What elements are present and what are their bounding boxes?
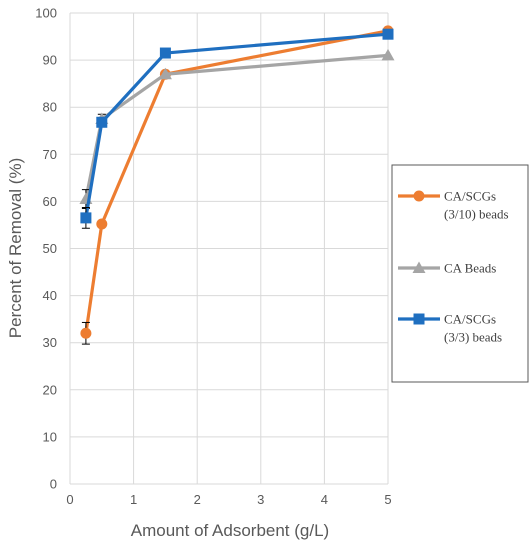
data-point bbox=[80, 327, 92, 339]
x-tick-label: 0 bbox=[66, 492, 73, 507]
grid bbox=[69, 12, 389, 485]
y-tick-label: 100 bbox=[35, 6, 57, 21]
y-tick-label: 40 bbox=[43, 288, 57, 303]
x-tick-label: 3 bbox=[257, 492, 264, 507]
data-point bbox=[381, 48, 395, 61]
series-1 bbox=[80, 25, 394, 345]
legend-label: CA/SCGs bbox=[444, 312, 496, 327]
y-tick-label: 0 bbox=[50, 477, 57, 492]
y-tick-label: 20 bbox=[43, 382, 57, 397]
y-tick-label: 60 bbox=[43, 194, 57, 209]
series-line bbox=[84, 29, 389, 334]
legend-marker bbox=[412, 261, 426, 273]
data-point bbox=[96, 116, 108, 128]
data-point bbox=[382, 28, 394, 40]
legend-label: CA/SCGs bbox=[444, 189, 496, 204]
y-axis-label: Percent of Removal (%) bbox=[6, 158, 25, 338]
y-tick-label: 50 bbox=[43, 241, 57, 256]
y-tick-labels: 0 10 20 30 40 50 60 70 80 90 100 bbox=[35, 6, 57, 492]
x-axis-label: Amount of Adsorbent (g/L) bbox=[131, 521, 329, 540]
series-layer bbox=[79, 25, 395, 345]
series-3 bbox=[80, 28, 394, 229]
y-tick-label: 80 bbox=[43, 100, 57, 115]
y-tick-label: 70 bbox=[43, 147, 57, 162]
series-2 bbox=[79, 48, 395, 209]
series-line bbox=[84, 32, 389, 219]
x-tick-labels: 0 1 2 3 4 5 bbox=[66, 492, 391, 507]
legend-label: (3/10) beads bbox=[444, 207, 509, 222]
series-line bbox=[84, 53, 389, 200]
data-point bbox=[80, 212, 92, 224]
legend-marker bbox=[413, 313, 425, 325]
y-tick-label: 90 bbox=[43, 53, 57, 68]
legend-marker bbox=[413, 190, 425, 202]
data-point bbox=[158, 67, 172, 80]
legend-box bbox=[391, 164, 529, 383]
legend-label: (3/3) beads bbox=[444, 330, 502, 345]
x-tick-label: 4 bbox=[321, 492, 328, 507]
y-tick-label: 30 bbox=[43, 335, 57, 350]
data-point bbox=[159, 47, 171, 59]
x-tick-label: 2 bbox=[194, 492, 201, 507]
y-tick-label: 10 bbox=[43, 429, 57, 444]
x-tick-label: 1 bbox=[130, 492, 137, 507]
data-point bbox=[96, 218, 108, 230]
legend-label: CA Beads bbox=[444, 261, 496, 276]
x-tick-label: 5 bbox=[384, 492, 391, 507]
legend: CA/SCGs (3/10) beads CA Beads CA/SCGs (3/3) … bbox=[391, 164, 529, 383]
